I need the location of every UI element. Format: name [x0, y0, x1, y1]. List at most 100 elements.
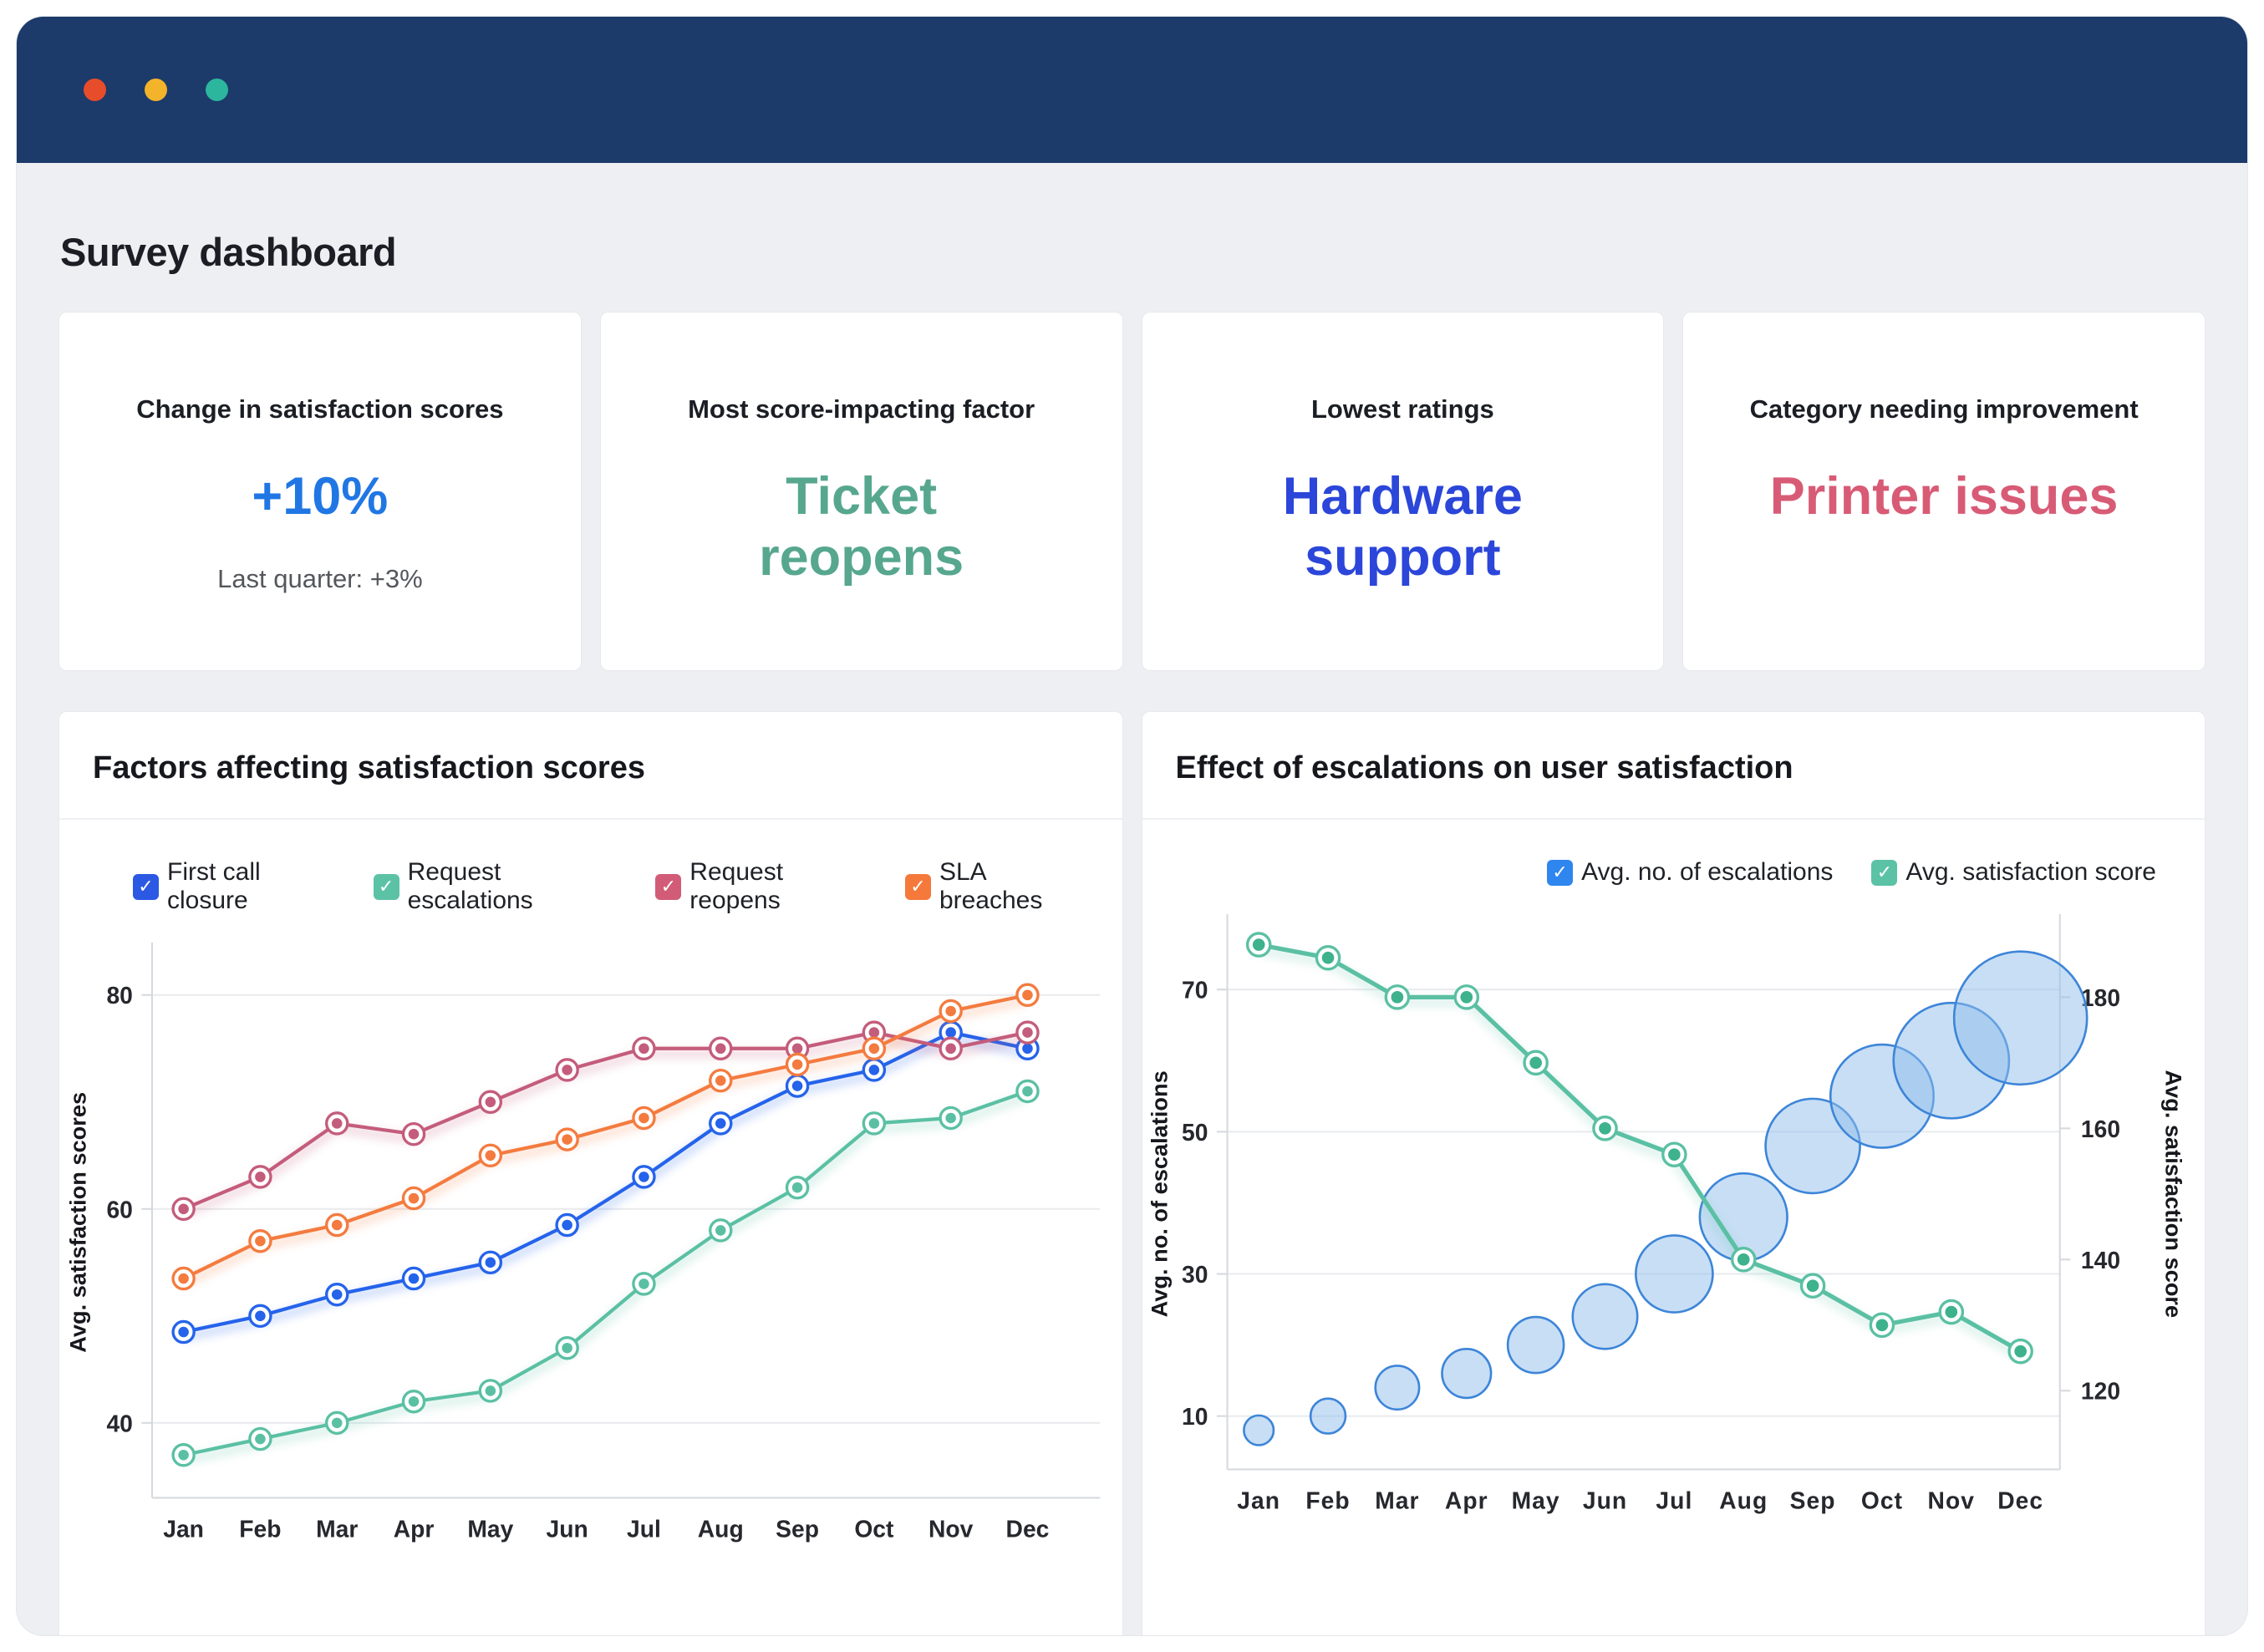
data-point-marker-core: [1737, 1253, 1750, 1266]
data-point-marker-core: [868, 1118, 880, 1129]
series-line-request-reopens: [181, 1030, 1030, 1211]
data-point-marker-core: [791, 1080, 803, 1091]
checkbox-checked-icon[interactable]: ✓: [133, 873, 159, 900]
left-axis-tick-label: 10: [1182, 1403, 1208, 1430]
data-point-marker-core: [178, 1203, 189, 1215]
data-point-marker-core: [562, 1219, 572, 1231]
x-axis-tick-label: May: [467, 1516, 513, 1543]
data-point-marker-core: [562, 1065, 572, 1075]
series-line-halo: [182, 1092, 1030, 1465]
data-point-marker-core: [791, 1182, 803, 1193]
x-axis-tick-label: Sep: [776, 1516, 819, 1543]
data-point-marker-core: [178, 1449, 189, 1461]
right-axis-title: Avg. satisfaction score: [2160, 1070, 2186, 1318]
data-point-marker-core: [1022, 989, 1033, 1001]
x-axis-tick-label: Aug: [698, 1516, 744, 1543]
right-axis-tick-label: 120: [2080, 1378, 2119, 1405]
legend-label: Request reopens: [689, 858, 784, 914]
data-point-marker-core: [715, 1043, 726, 1055]
data-point-marker-core: [408, 1128, 420, 1140]
data-point-marker-core: [1391, 991, 1403, 1004]
data-point-marker-core: [1944, 1305, 1957, 1319]
checkbox-checked-icon[interactable]: ✓: [1871, 859, 1898, 886]
data-point-marker-core: [331, 1289, 343, 1300]
legend-item-avg-satisfaction[interactable]: ✓ Avg. satisfaction score: [1871, 858, 2156, 887]
legend-item-request-escalations[interactable]: ✓ Request escalations: [373, 858, 618, 915]
data-point-marker-core: [255, 1172, 266, 1182]
x-axis-tick-label: Feb: [239, 1516, 281, 1543]
legend-item-request-reopens[interactable]: ✓ Request reopens: [655, 858, 867, 915]
data-point-marker-core: [638, 1043, 649, 1055]
chart-title: Effect of escalations on user satisfacti…: [1142, 712, 2205, 820]
kpi-subtext: Last quarter: +3%: [217, 564, 423, 594]
bubble-data-point[interactable]: [1309, 1397, 1346, 1435]
x-axis-tick-label: Jun: [547, 1516, 588, 1543]
kpi-card-category-improvement: Category needing improvement Printer iss…: [1682, 312, 2205, 671]
data-point-marker-core: [945, 1043, 956, 1055]
data-point-marker-core: [331, 1219, 343, 1231]
x-axis-tick-label: Apr: [394, 1516, 435, 1543]
bubble-data-point[interactable]: [1570, 1283, 1639, 1350]
legend-label: SLA breaches: [939, 858, 1043, 914]
bubble-data-point[interactable]: [1440, 1348, 1492, 1400]
checkbox-checked-icon[interactable]: ✓: [1547, 859, 1574, 886]
bubble-data-point[interactable]: [1952, 950, 2088, 1086]
legend-label: Avg. satisfaction score: [1905, 858, 2156, 886]
kpi-row: Change in satisfaction scores +10% Last …: [59, 312, 2205, 671]
bubble-data-point[interactable]: [1242, 1414, 1274, 1446]
close-window-icon[interactable]: [84, 79, 106, 101]
series-line-halo: [1257, 945, 2022, 1361]
kpi-value: Printer issues: [1769, 467, 2119, 526]
checkbox-checked-icon[interactable]: ✓: [904, 873, 931, 900]
kpi-card-score-impacting-factor: Most score-impacting factor Ticket reope…: [599, 312, 1123, 671]
series-line-first-call-closure: [181, 1030, 1030, 1334]
factors-line-chart: 40 60 80 Jan Feb Mar Apr May Jun Jul Aug Sep Oct Nov D…: [64, 942, 1101, 1543]
data-point-marker-core: [255, 1310, 266, 1322]
kpi-value: Ticket reopens: [759, 467, 964, 587]
legend-label: Request escalations: [407, 858, 533, 914]
chart-card-factors: Factors affecting satisfaction scores ✓ …: [59, 711, 1123, 1635]
series-line-sla-breaches: [181, 993, 1030, 1281]
x-axis-tick-label: Mar: [1375, 1487, 1419, 1514]
data-point-marker-core: [945, 1027, 956, 1038]
checkbox-checked-icon[interactable]: ✓: [655, 873, 682, 900]
data-point-marker-core: [1529, 1056, 1542, 1070]
data-point-marker-core: [331, 1118, 343, 1129]
legend-item-first-call-closure[interactable]: ✓ First call closure: [133, 858, 335, 915]
bubble-data-point[interactable]: [1634, 1234, 1714, 1314]
x-axis-tick-label: Nov: [1927, 1487, 1975, 1514]
series-line-halo: [182, 1033, 1029, 1342]
data-point-marker-core: [715, 1075, 726, 1086]
minimize-window-icon[interactable]: [145, 79, 167, 101]
y-axis-tick-label: 80: [106, 982, 132, 1009]
x-axis-tick-label: Jul: [627, 1516, 661, 1543]
data-point-marker-core: [408, 1192, 420, 1204]
data-point-marker-core: [1875, 1319, 1888, 1332]
data-point-marker-core: [945, 1112, 956, 1124]
maximize-window-icon[interactable]: [206, 79, 228, 101]
legend-item-sla-breaches[interactable]: ✓ SLA breaches: [904, 858, 1084, 915]
data-point-marker-core: [638, 1172, 649, 1182]
data-point-marker-core: [791, 1043, 803, 1055]
data-point-marker-core: [562, 1342, 572, 1354]
data-point-marker-core: [562, 1134, 572, 1145]
data-point-marker-core: [1598, 1121, 1611, 1135]
data-point-marker-core: [255, 1433, 266, 1445]
data-point-marker-core: [331, 1417, 343, 1429]
app-window: Survey dashboard Change in satisfaction …: [17, 17, 2247, 1635]
charts-row: Factors affecting satisfaction scores ✓ …: [59, 711, 2205, 1635]
kpi-card-satisfaction-change: Change in satisfaction scores +10% Last …: [59, 312, 582, 671]
legend-item-avg-escalations[interactable]: ✓ Avg. no. of escalations: [1547, 858, 1833, 887]
series-line-halo: [181, 995, 1029, 1288]
checkbox-checked-icon[interactable]: ✓: [373, 873, 399, 900]
bubble-data-point[interactable]: [1373, 1365, 1420, 1411]
right-axis-tick-label: 140: [2080, 1247, 2119, 1273]
escalations-legend: ✓ Avg. no. of escalations ✓ Avg. satisfa…: [1181, 858, 2156, 887]
bubble-data-point[interactable]: [1506, 1315, 1564, 1375]
kpi-card-lowest-ratings: Lowest ratings Hardware support: [1141, 312, 1665, 671]
x-axis-tick-label: Feb: [1305, 1487, 1350, 1514]
chart-title: Factors affecting satisfaction scores: [59, 712, 1122, 820]
kpi-title: Lowest ratings: [1310, 394, 1494, 424]
data-point-marker-core: [485, 1385, 496, 1396]
x-axis-tick-label: Nov: [928, 1516, 974, 1543]
